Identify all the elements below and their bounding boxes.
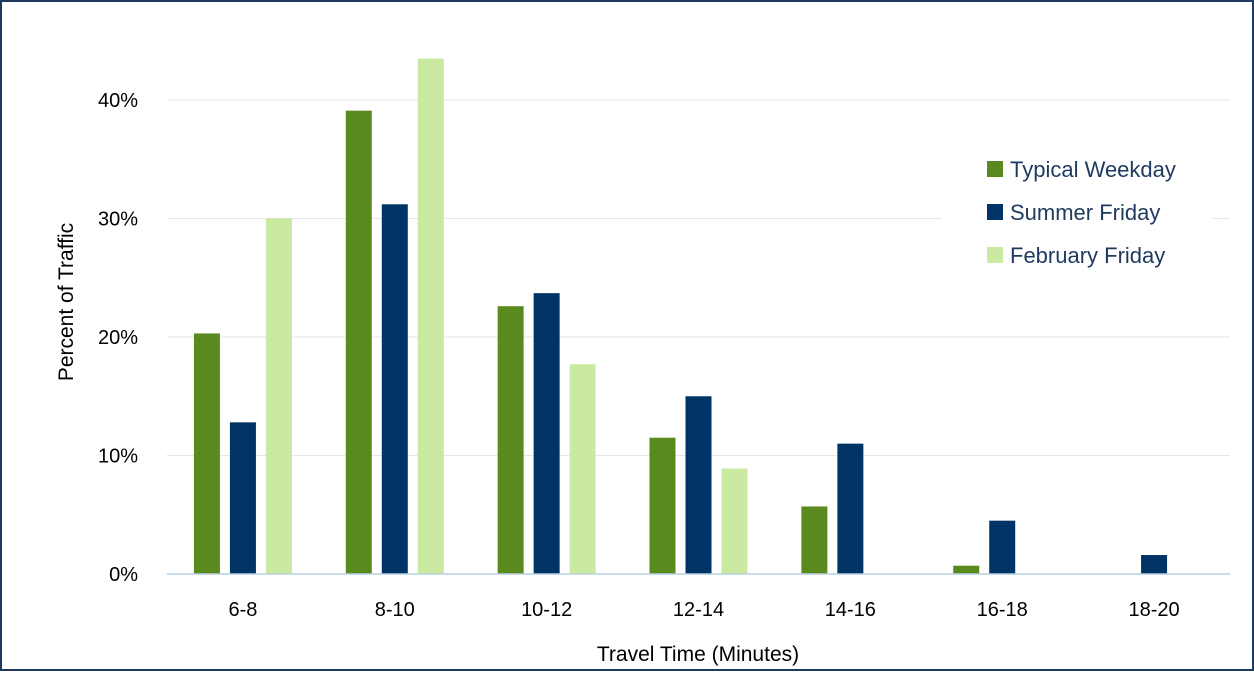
y-tick-label: 10%: [98, 446, 138, 468]
x-tick-label: 8-10: [375, 599, 415, 621]
legend-label: Summer Friday: [1010, 200, 1160, 225]
bar-typical-weekday-14-16: [801, 506, 828, 574]
bars: [193, 58, 1168, 574]
bar-summer-friday-6-8: [229, 422, 256, 574]
bar-february-friday-6-8: [265, 218, 292, 574]
x-tick-label: 10-12: [521, 599, 572, 621]
bar-typical-weekday-16-18: [953, 565, 980, 574]
bar-february-friday-12-14: [721, 468, 748, 574]
legend-swatch: [987, 204, 1003, 220]
bar-typical-weekday-8-10: [345, 110, 372, 574]
x-tick-label: 6-8: [228, 599, 257, 621]
x-tick-label: 18-20: [1128, 599, 1179, 621]
legend-swatch: [987, 247, 1003, 263]
bar-summer-friday-16-18: [989, 520, 1016, 574]
bar-summer-friday-8-10: [381, 204, 408, 574]
bar-february-friday-10-12: [569, 364, 596, 574]
bar-summer-friday-12-14: [685, 396, 712, 574]
x-tick-label: 12-14: [673, 599, 724, 621]
x-tick-label: 16-18: [977, 599, 1028, 621]
y-tick-label: 20%: [98, 327, 138, 349]
x-tick-label: 14-16: [825, 599, 876, 621]
bar-typical-weekday-12-14: [649, 437, 676, 574]
y-tick-label: 30%: [98, 209, 138, 231]
bar-february-friday-8-10: [417, 58, 444, 574]
bar-summer-friday-14-16: [837, 443, 864, 574]
y-axis-ticks: 0% 10% 20% 30% 40%: [98, 90, 138, 586]
x-axis-title: Travel Time (Minutes): [597, 643, 799, 666]
legend: Typical Weekday Summer Friday February Fri…: [942, 144, 1212, 280]
y-tick-label: 40%: [98, 90, 138, 112]
x-axis-ticks: 6-8 8-10 10-12 12-14 14-16 16-18 18-20: [228, 599, 1179, 621]
legend-swatch: [987, 161, 1003, 177]
legend-label: February Friday: [1010, 243, 1165, 268]
bar-summer-friday-10-12: [533, 293, 560, 574]
bar-summer-friday-18-20: [1141, 555, 1168, 574]
legend-label: Typical Weekday: [1010, 157, 1176, 182]
y-axis-title: Percent of Traffic: [55, 223, 78, 381]
y-tick-label: 0%: [109, 564, 138, 586]
bar-typical-weekday-6-8: [193, 333, 220, 574]
bar-typical-weekday-10-12: [497, 306, 524, 574]
